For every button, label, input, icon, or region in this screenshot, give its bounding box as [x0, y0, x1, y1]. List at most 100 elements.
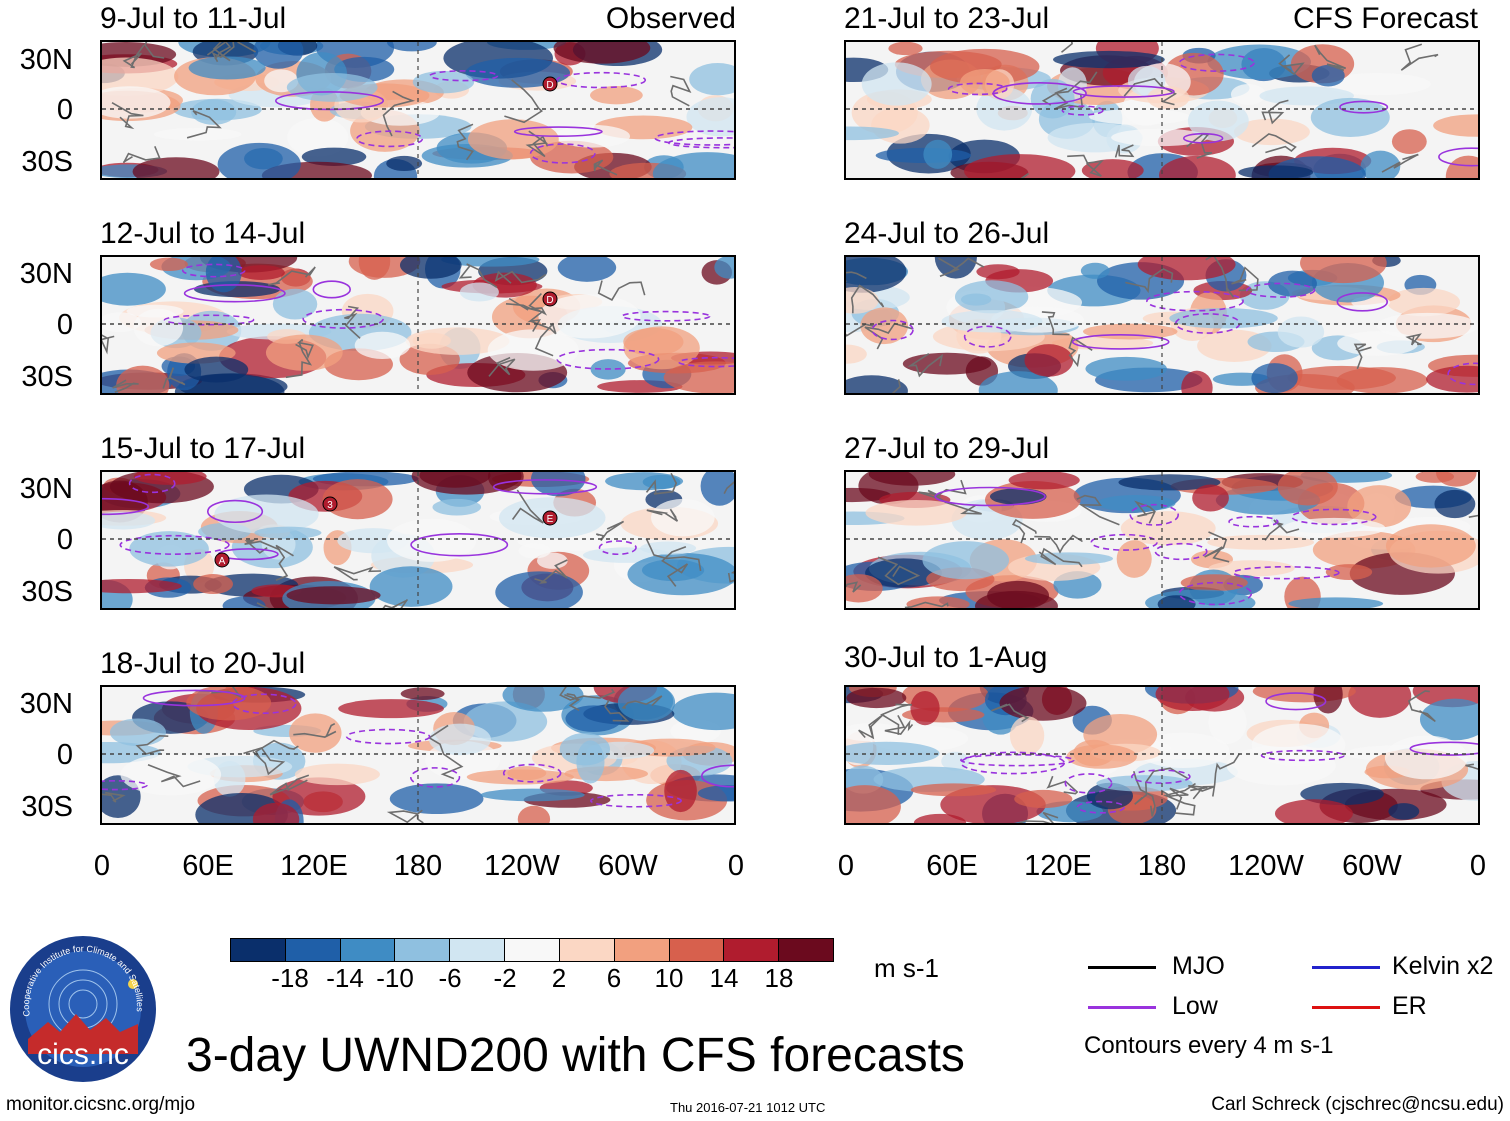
colorbar-swatch: [559, 939, 615, 961]
wind-anomaly-blob: [1277, 316, 1325, 348]
wind-anomaly-blob: [441, 257, 540, 267]
author-credit: Carl Schreck (cjschrec@ncsu.edu): [1211, 1094, 1504, 1115]
wind-anomaly-blob: [386, 155, 423, 172]
wind-anomaly-blob: [1251, 363, 1298, 393]
storm-marker-label: 3: [327, 500, 333, 511]
coastline: [333, 566, 382, 581]
wind-anomaly-blob: [557, 257, 617, 282]
wind-anomaly-blob: [846, 723, 904, 742]
coastline: [858, 713, 884, 740]
colorbar-swatch: [340, 939, 396, 961]
wind-anomaly-blob: [1385, 524, 1476, 568]
wind-anomaly-blob: [1052, 50, 1165, 69]
lon-label-60e: 60E: [926, 850, 978, 882]
coastline: [938, 257, 985, 278]
storm-marker: [542, 291, 558, 307]
coastline: [1133, 770, 1156, 817]
observed-header: Observed: [605, 2, 736, 35]
wind-anomaly-blob: [205, 257, 242, 293]
wind-anomaly-blob: [386, 518, 477, 562]
wind-anomaly-blob: [1274, 799, 1353, 823]
coastline: [846, 323, 876, 337]
contour-note: Contours every 4 m s-1: [1084, 1032, 1334, 1059]
map-field: [846, 42, 1478, 178]
coastline: [275, 544, 294, 581]
wind-anomaly-blob: [1014, 789, 1073, 809]
low-contour: [102, 497, 150, 516]
wind-anomaly-blob: [289, 713, 342, 753]
lat-label-eq: 0: [56, 524, 73, 556]
wind-anomaly-blob: [1387, 287, 1461, 317]
wind-anomaly-blob: [902, 352, 992, 375]
wind-anomaly-blob: [975, 590, 1058, 608]
logo-name: cics.nc: [37, 1038, 129, 1071]
wind-anomaly-blob: [1082, 323, 1178, 340]
wind-anomaly-blob: [459, 282, 499, 302]
wind-anomaly-blob: [400, 687, 445, 701]
wind-anomaly-blob: [1337, 331, 1419, 356]
legend-line-low: [1088, 1006, 1156, 1009]
colorbar-swatch: [669, 939, 725, 961]
storm-marker-label: E: [547, 514, 554, 525]
wind-anomaly-blob: [689, 63, 734, 96]
lon-label-60e: 60E: [182, 850, 234, 882]
wind-anomaly-blob: [1009, 716, 1045, 756]
wind-anomaly-blob: [910, 691, 940, 726]
map-panel-6: [844, 255, 1480, 395]
wind-anomaly-blob: [1180, 574, 1248, 592]
coastline: [1134, 500, 1156, 524]
panel-title-4: 18-Jul to 20-Jul: [100, 647, 306, 680]
wind-anomaly-blob: [1116, 540, 1152, 578]
coastline: [122, 44, 145, 69]
wind-anomaly-blob: [1436, 472, 1477, 487]
coastline: [1204, 531, 1230, 563]
wind-anomaly-blob: [1208, 560, 1295, 577]
wind-anomaly-blob: [517, 805, 551, 823]
low-contour: [345, 728, 431, 745]
coastline: [206, 42, 227, 56]
wind-anomaly-blob: [1348, 687, 1412, 718]
wind-anomaly-blob: [480, 788, 585, 802]
coastline: [880, 703, 913, 735]
wind-anomaly-blob: [1155, 687, 1230, 712]
low-contour: [183, 284, 286, 303]
wind-anomaly-blob: [467, 119, 559, 160]
map-field: D: [102, 257, 734, 393]
wind-anomaly-blob: [184, 356, 249, 383]
wind-anomaly-blob: [272, 288, 318, 320]
coastline: [1076, 494, 1120, 526]
low-contour: [1154, 542, 1208, 561]
wind-anomaly-blob: [338, 699, 444, 719]
low-contour: [206, 499, 264, 524]
wind-anomaly-blob: [923, 139, 953, 169]
coastline: [1067, 154, 1104, 177]
coastline: [254, 739, 299, 759]
wind-anomaly-blob: [960, 293, 992, 306]
coastline: [295, 338, 314, 360]
low-contour: [701, 764, 734, 788]
colorbar-tick: -2: [493, 963, 517, 993]
colorbar-swatch: [450, 939, 506, 961]
coastline: [1114, 144, 1135, 158]
wind-anomaly-blob: [1233, 118, 1310, 146]
wind-anomaly-blob: [1419, 698, 1478, 741]
coastline: [1060, 42, 1073, 53]
coastline: [488, 356, 516, 377]
wind-anomaly-blob: [664, 769, 697, 813]
wind-anomaly-blob: [191, 99, 237, 125]
coastline: [991, 703, 1030, 723]
wind-anomaly-blob: [1300, 257, 1387, 284]
low-contour: [654, 130, 734, 146]
low-contour: [142, 689, 246, 707]
coastline: [904, 601, 949, 608]
wind-anomaly-blob: [1251, 723, 1346, 767]
colorbar: [230, 938, 834, 962]
lon-label-120w: 120W: [1228, 850, 1304, 882]
wind-anomaly-blob: [429, 723, 491, 756]
low-contour: [529, 143, 596, 164]
panel-title-6: 24-Jul to 26-Jul: [844, 217, 1050, 250]
colorbar-units: m s-1: [874, 953, 939, 983]
wind-anomaly-blob: [412, 70, 475, 94]
coastline: [877, 556, 921, 586]
coastline: [458, 263, 498, 288]
